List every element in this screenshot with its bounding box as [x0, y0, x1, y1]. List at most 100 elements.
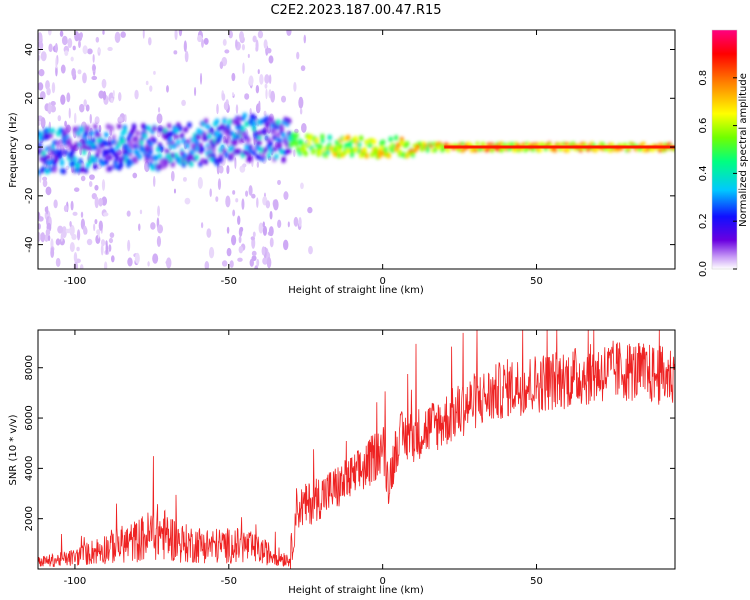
spectrogram-marks	[38, 30, 675, 269]
noise-blob	[252, 231, 256, 238]
noise-blob	[156, 113, 163, 124]
signal-blob	[46, 159, 52, 166]
noise-blob	[248, 185, 253, 196]
signal-blob	[185, 142, 190, 149]
signal-blob	[63, 149, 68, 156]
noise-blob	[68, 107, 71, 119]
signal-blob	[65, 125, 70, 132]
noise-blob	[104, 261, 108, 269]
noise-blob	[268, 89, 272, 99]
signal-blob	[113, 163, 118, 170]
signal-blob	[61, 168, 67, 175]
noise-blob	[226, 226, 230, 234]
signal-blob	[83, 130, 89, 137]
signal-blob	[43, 159, 48, 166]
noise-blob	[44, 206, 48, 213]
x-tick-label: 50	[530, 576, 543, 587]
signal-blob	[285, 141, 290, 148]
noise-blob	[300, 182, 304, 190]
noise-blob	[86, 238, 93, 246]
signal-blob	[81, 139, 87, 146]
noise-blob	[72, 45, 76, 51]
noise-blob	[126, 210, 131, 217]
noise-blob	[277, 219, 282, 229]
noise-blob	[261, 246, 266, 256]
signal-blob	[43, 154, 48, 161]
signal-blob	[251, 149, 257, 156]
signal-blob	[157, 126, 163, 133]
y-tick-label: 20	[24, 92, 35, 105]
noise-blob	[103, 95, 109, 105]
noise-blob	[87, 48, 93, 55]
colorbar-tick-label: 0.0	[698, 261, 709, 277]
noise-blob	[173, 50, 178, 55]
noise-blob	[97, 47, 101, 56]
noise-blob	[47, 30, 52, 36]
y-tick-label: 8000	[24, 355, 35, 380]
noise-blob	[109, 232, 115, 238]
noise-blob	[219, 61, 224, 70]
signal-blob	[194, 139, 199, 146]
signal-blob	[102, 148, 107, 155]
signal-blob	[211, 146, 216, 153]
signal-blob	[310, 147, 316, 154]
noise-blob	[38, 32, 43, 43]
signal-blob	[38, 148, 41, 155]
signal-blob	[405, 140, 410, 147]
signal-blob	[438, 143, 443, 148]
noise-blob	[301, 122, 307, 133]
noise-blob	[50, 101, 56, 106]
noise-blob	[110, 97, 114, 103]
noise-blob	[217, 178, 222, 191]
signal-blob	[345, 147, 351, 154]
signal-blob	[460, 141, 465, 146]
signal-blob	[261, 151, 266, 158]
signal-blob	[364, 152, 369, 159]
noise-blob	[216, 103, 219, 115]
noise-blob	[38, 115, 44, 122]
noise-blob	[184, 50, 189, 63]
noise-blob	[71, 67, 76, 78]
noise-blob	[96, 229, 101, 235]
signal-blob	[216, 125, 222, 132]
noise-blob	[156, 235, 162, 248]
noise-blob	[107, 46, 113, 52]
noise-blob	[94, 196, 99, 209]
signal-blob	[272, 146, 277, 153]
noise-blob	[218, 165, 224, 174]
x-tick-label: -100	[64, 576, 87, 587]
signal-blob	[72, 156, 78, 163]
noise-blob	[221, 93, 226, 101]
signal-blob	[499, 148, 504, 153]
noise-blob	[268, 55, 274, 64]
noise-blob	[215, 196, 219, 202]
noise-blob	[150, 222, 156, 230]
signal-blob	[52, 139, 57, 146]
signal-blob	[111, 134, 116, 141]
signal-blob	[148, 148, 153, 155]
noise-blob	[38, 121, 41, 126]
signal-blob	[104, 159, 109, 166]
noise-blob	[293, 216, 299, 227]
signal-blob	[122, 127, 127, 134]
signal-blob	[142, 124, 148, 131]
signal-blob	[333, 151, 338, 158]
noise-blob	[184, 197, 191, 205]
signal-blob	[165, 130, 170, 137]
noise-blob	[222, 38, 227, 46]
noise-blob	[92, 54, 95, 63]
noise-blob	[60, 64, 66, 74]
noise-blob	[39, 171, 42, 183]
signal-blob	[512, 148, 517, 153]
noise-blob	[257, 30, 264, 39]
noise-blob	[237, 215, 241, 226]
noise-blob	[101, 209, 107, 217]
noise-blob	[232, 93, 235, 98]
noise-blob	[108, 92, 115, 103]
noise-blob	[100, 239, 106, 247]
signal-blob	[268, 147, 273, 154]
signal-blob	[262, 128, 268, 135]
noise-blob	[153, 70, 156, 75]
signal-blob	[120, 155, 126, 162]
noise-blob	[241, 44, 245, 51]
